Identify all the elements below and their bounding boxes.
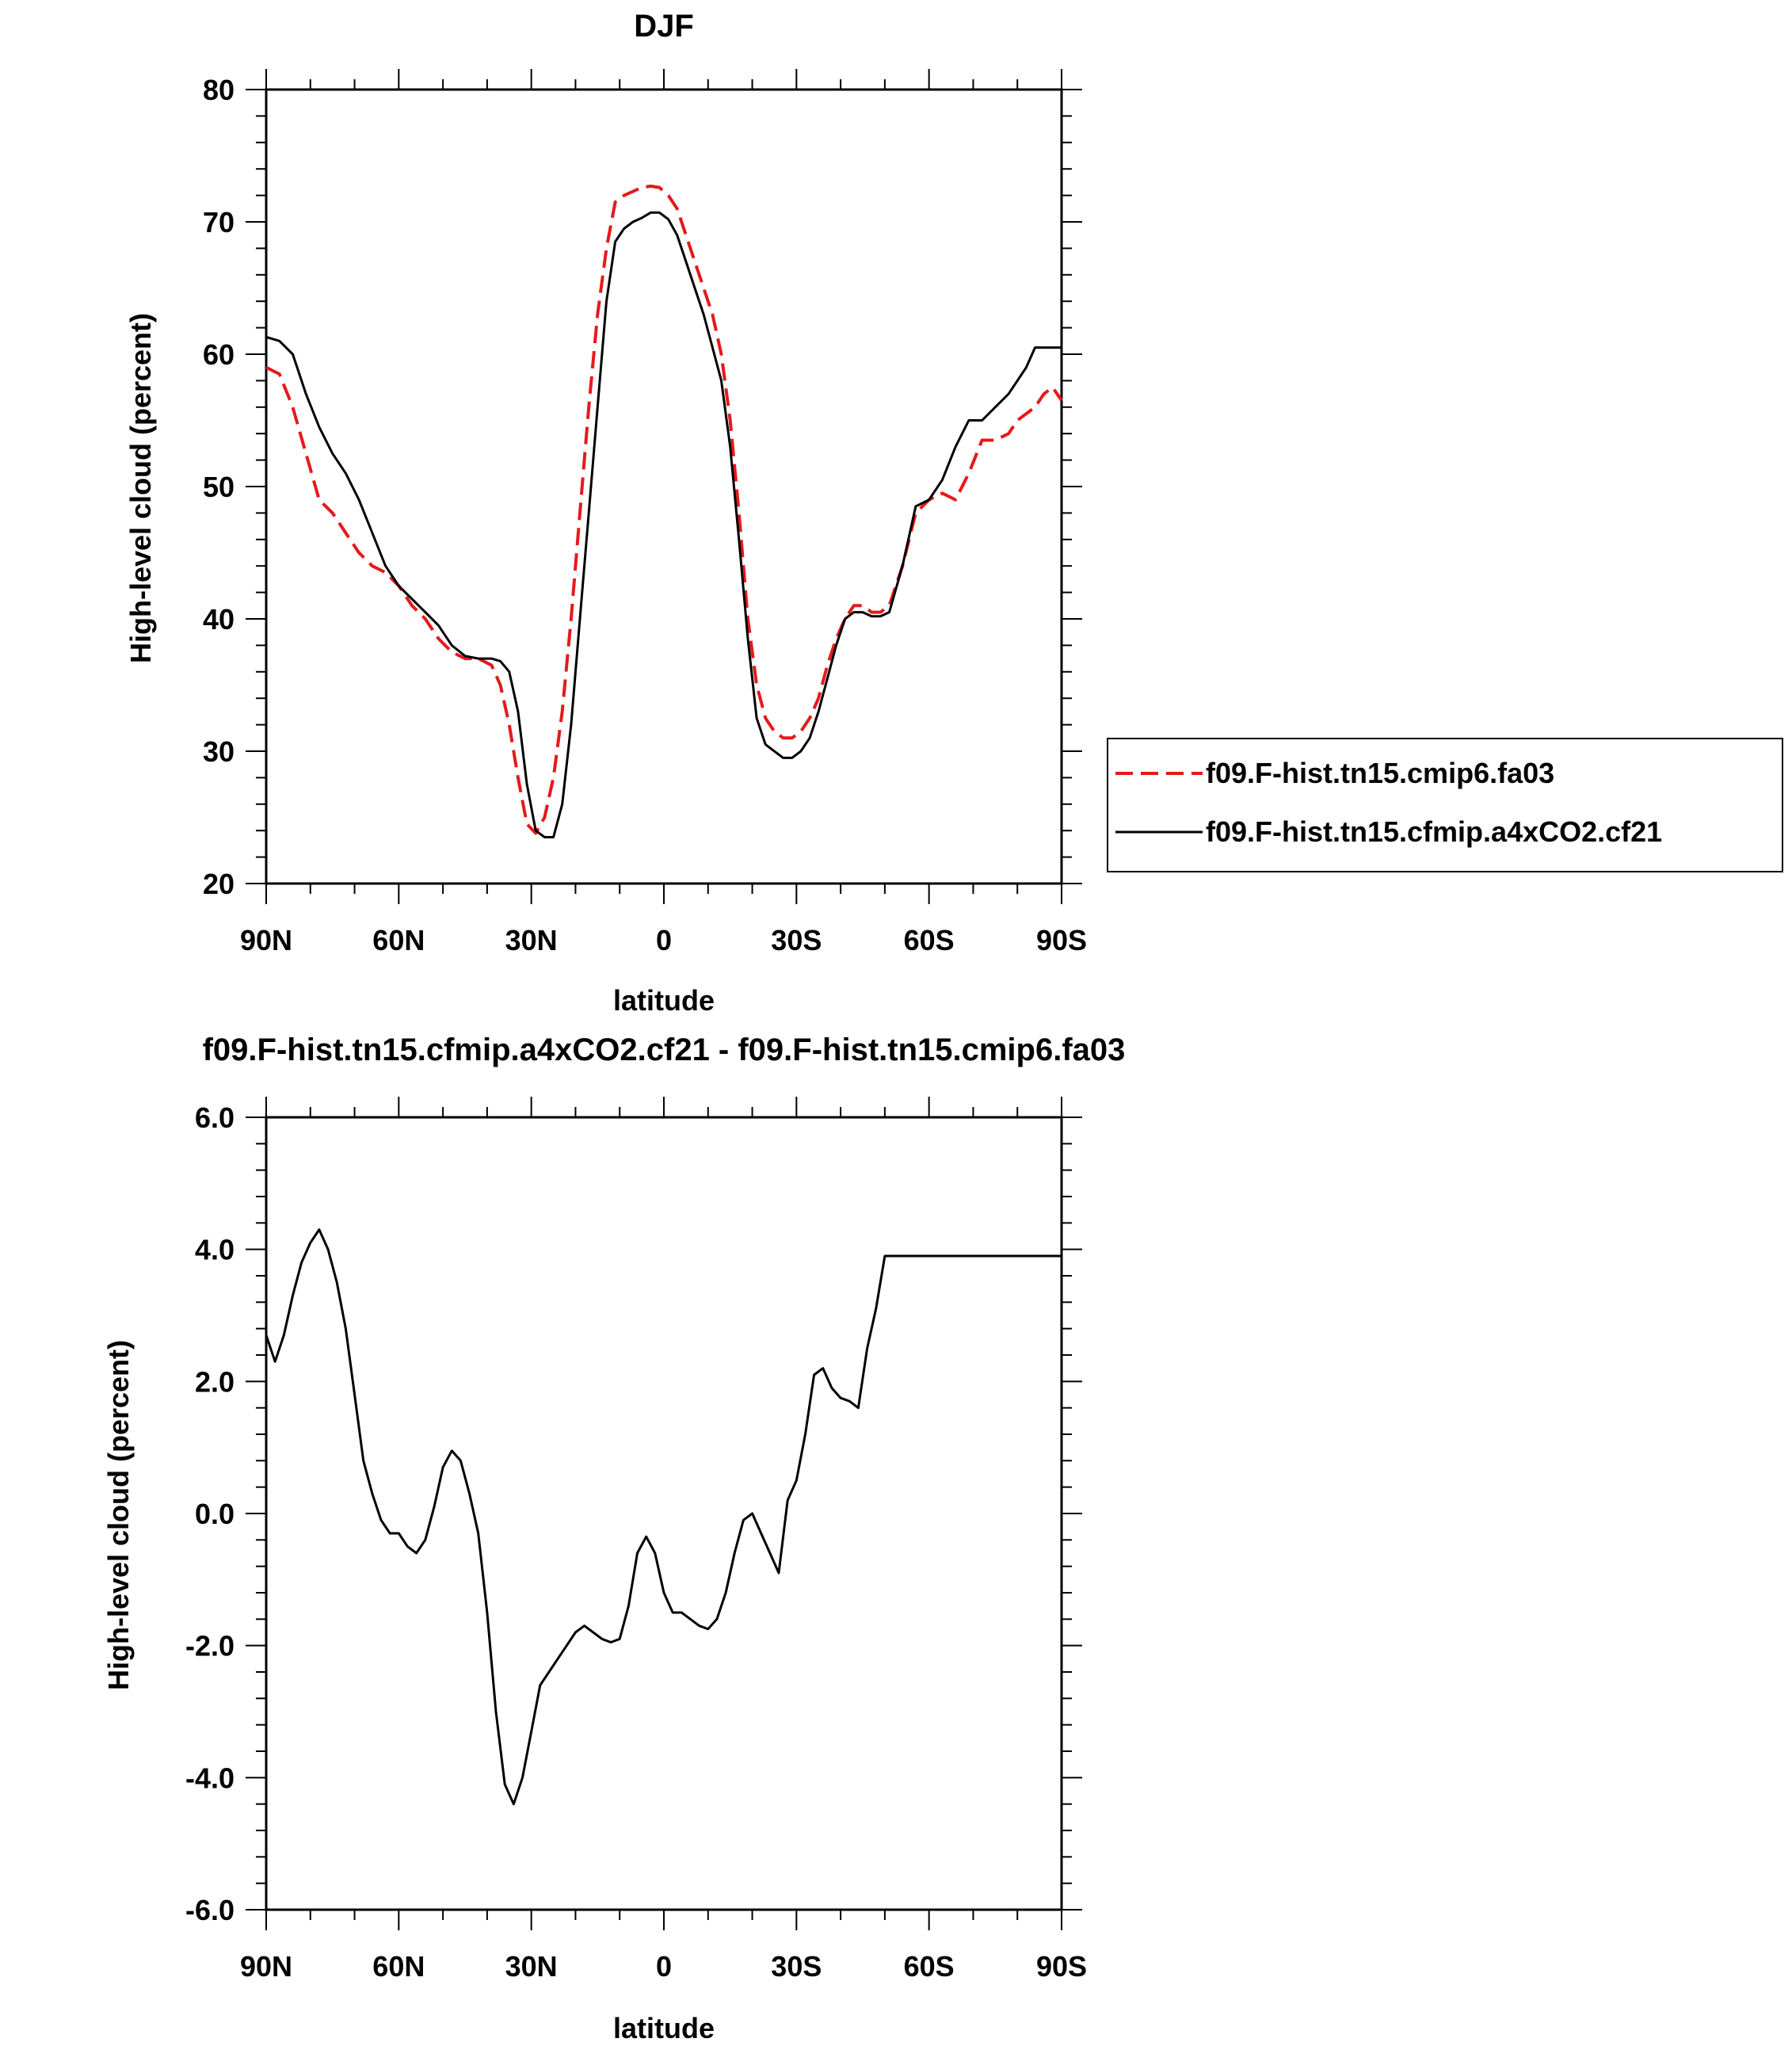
legend-box	[1107, 738, 1783, 872]
y-tick-label: 80	[203, 74, 234, 106]
y-axis-label: High-level cloud (percent)	[102, 1340, 135, 1690]
x-tick-label: 90S	[1036, 924, 1087, 956]
legend-entry: f09.F-hist.tn15.cmip6.fa03	[1206, 757, 1554, 789]
y-tick-label: -6.0	[185, 1894, 234, 1926]
x-tick-label: 90N	[240, 924, 292, 956]
y-tick-label: 4.0	[195, 1234, 234, 1266]
panel-title: DJF	[634, 9, 694, 44]
y-axis-label: High-level cloud (percent)	[124, 313, 157, 663]
plot-frame	[265, 1116, 1063, 1911]
series-line-0	[265, 1228, 1062, 1806]
x-tick-label: 60N	[372, 924, 425, 956]
x-tick-label: 30S	[771, 924, 822, 956]
legend: f09.F-hist.tn15.cmip6.fa03 f09.F-hist.tn…	[1107, 738, 1783, 872]
y-tick-label: 30	[203, 735, 234, 768]
series-line-1	[265, 211, 1062, 838]
x-tick-label: 60S	[904, 924, 955, 956]
plot-frame	[265, 88, 1063, 885]
x-tick-label: 90N	[240, 1950, 292, 1983]
x-axis-label: latitude	[613, 2012, 715, 2044]
y-tick-label: 70	[203, 206, 234, 239]
x-tick-label: 30N	[505, 1950, 558, 1983]
x-tick-label: 30N	[505, 924, 558, 956]
y-tick-label: 20	[203, 868, 234, 900]
difference-panel: f09.F-hist.tn15.cfmip.a4xCO2.cf21 - f09.…	[102, 1033, 1125, 2044]
y-tick-label: -4.0	[185, 1762, 234, 1794]
x-axis-label: latitude	[613, 984, 715, 1017]
y-tick-label: 50	[203, 471, 234, 503]
y-tick-label: 60	[203, 338, 234, 371]
y-tick-label: -2.0	[185, 1630, 234, 1662]
x-tick-label: 0	[656, 1950, 672, 1983]
y-tick-label: 0.0	[195, 1498, 234, 1530]
y-tick-label: 40	[203, 603, 234, 636]
y-tick-label: 6.0	[195, 1101, 234, 1134]
panel-title: f09.F-hist.tn15.cfmip.a4xCO2.cf21 - f09.…	[203, 1033, 1126, 1067]
x-tick-label: 60N	[372, 1950, 425, 1983]
y-tick-label: 2.0	[195, 1365, 234, 1398]
legend-entry: f09.F-hist.tn15.cfmip.a4xCO2.cf21	[1206, 815, 1662, 848]
x-tick-label: 90S	[1036, 1950, 1087, 1983]
series-line-0	[265, 184, 1063, 835]
x-tick-label: 60S	[904, 1950, 955, 1983]
x-tick-label: 30S	[771, 1950, 822, 1983]
x-tick-label: 0	[656, 924, 672, 956]
